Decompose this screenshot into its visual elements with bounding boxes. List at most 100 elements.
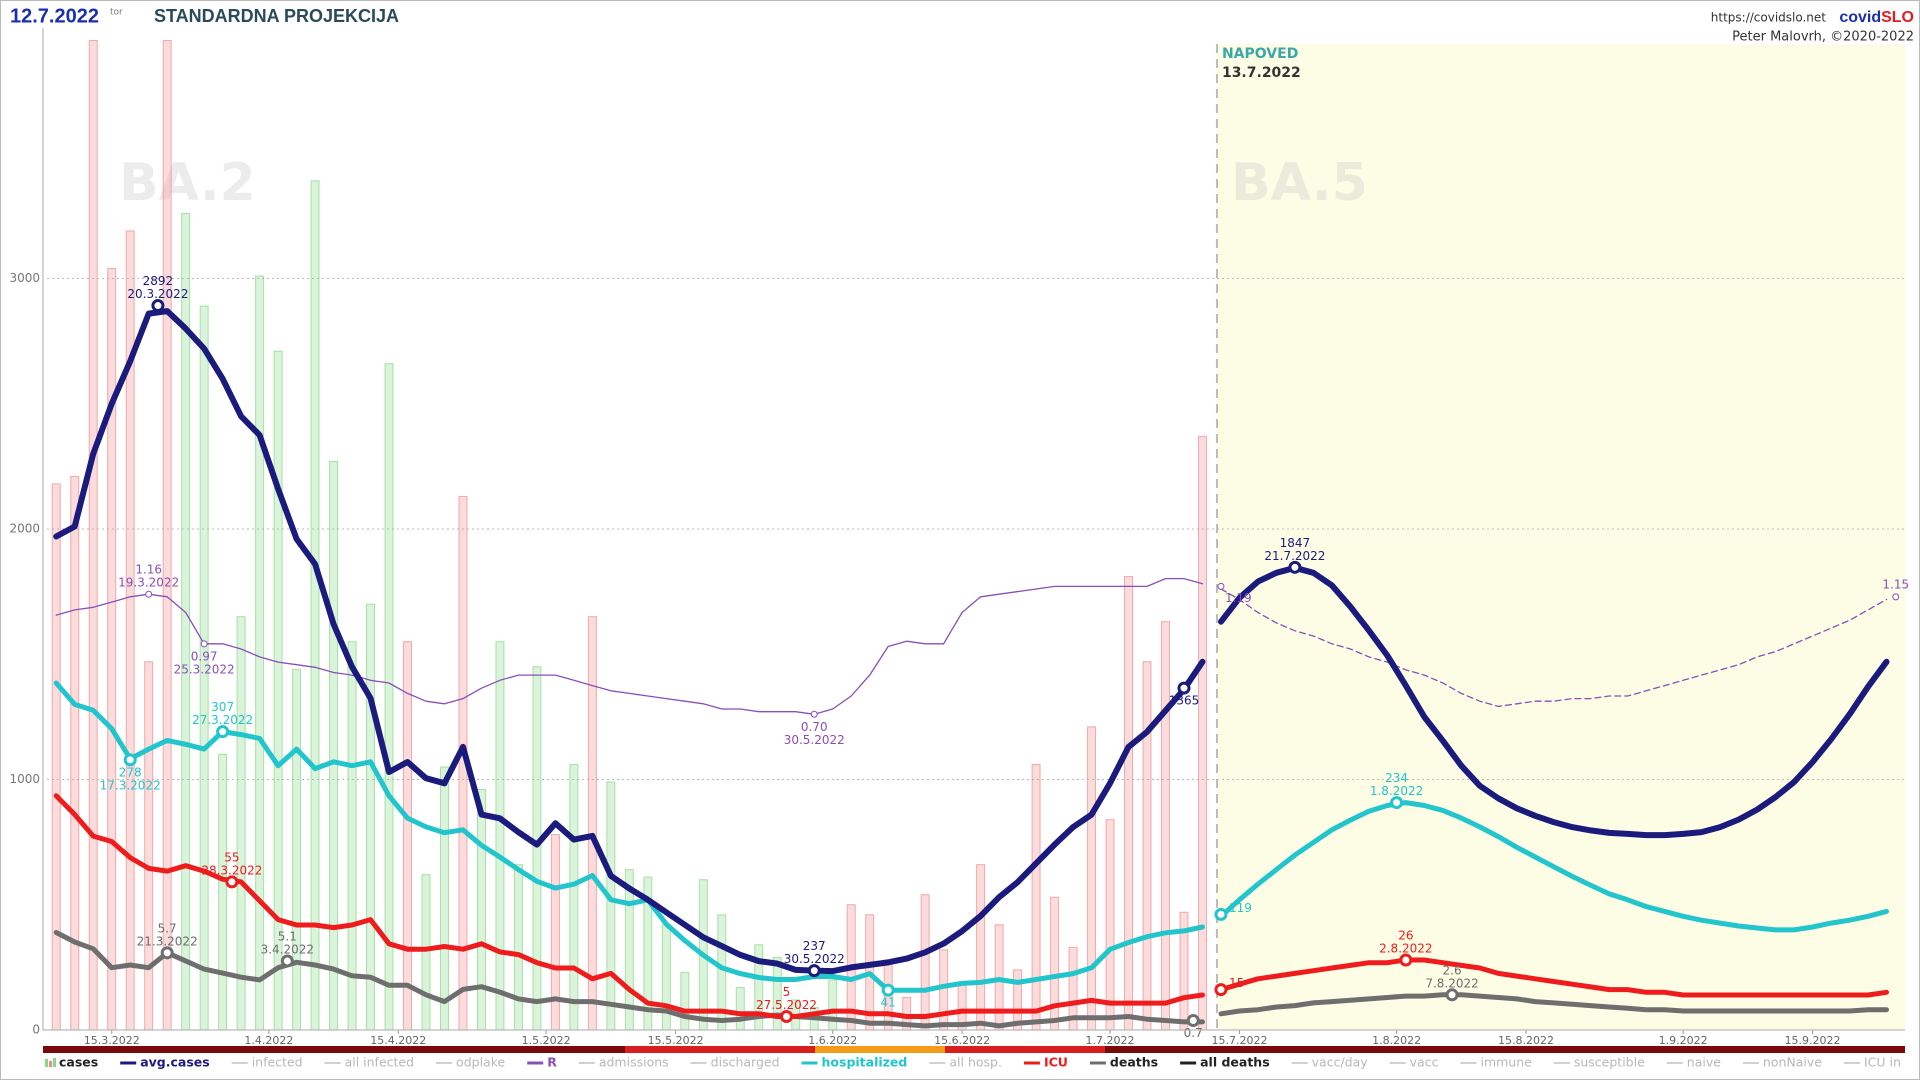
case-bar — [828, 979, 838, 1031]
legend-label: all infected — [345, 1055, 414, 1070]
annotation-marker — [1186, 1014, 1200, 1028]
legend-label: deaths — [1110, 1055, 1158, 1070]
annotation-date: 27.5.2022 — [756, 998, 817, 1012]
x-tick-label: 15.4.2022 — [370, 1034, 426, 1047]
case-bar — [384, 363, 394, 1031]
line-layer — [53, 308, 1890, 1029]
x-tick-label: 1.8.2022 — [1372, 1034, 1421, 1047]
strip-segment — [625, 1046, 815, 1053]
annotation-marker — [280, 954, 294, 968]
weekday: tor — [110, 8, 123, 18]
series-line — [1218, 800, 1889, 933]
legend-label: R — [547, 1055, 557, 1070]
legend-icon — [53, 1058, 56, 1067]
legend-item[interactable]: admissions — [578, 1055, 669, 1070]
annotation-layer: 289220.3.202223730.5.20221365184721.7.20… — [100, 274, 1909, 1040]
case-bar — [1050, 896, 1060, 1031]
annotation-value: 26 — [1398, 928, 1413, 942]
case-bar — [1105, 819, 1115, 1031]
annotation-date: 21.7.2022 — [1264, 549, 1325, 563]
case-bar — [236, 616, 246, 1031]
legend-item[interactable]: naive — [1666, 1055, 1721, 1070]
series-line — [1220, 588, 1888, 708]
annotation-value: 5 — [783, 985, 791, 999]
case-bar — [70, 475, 80, 1031]
y-tick-label: 2000 — [9, 522, 40, 536]
series-line — [1218, 564, 1890, 839]
legend-item[interactable]: vacc — [1389, 1055, 1439, 1070]
annotation-marker — [881, 983, 895, 997]
case-bar — [366, 603, 376, 1031]
annotation-value: 0.7 — [1184, 1026, 1203, 1040]
series-line — [53, 308, 1206, 975]
annotation-date: 30.5.2022 — [784, 733, 845, 747]
strip-segment — [945, 1046, 1105, 1053]
legend-item[interactable]: immune — [1460, 1055, 1532, 1070]
annotation-value: 1.16 — [135, 563, 162, 577]
annotation-date: 19.3.2022 — [118, 576, 179, 590]
case-bar — [939, 949, 949, 1031]
y-tick-label: 3000 — [9, 271, 40, 285]
annotation-date: 1.8.2022 — [1370, 784, 1423, 798]
annotation-marker — [1214, 983, 1228, 997]
annotation-marker — [160, 946, 174, 960]
forecast-label: NAPOVED — [1222, 46, 1298, 62]
legend-item[interactable]: susceptible — [1553, 1055, 1645, 1070]
legend-item[interactable]: cases — [45, 1055, 98, 1070]
legend-item[interactable]: nonNaive — [1742, 1055, 1822, 1070]
case-bar — [218, 753, 228, 1031]
annotation-marker — [1214, 907, 1228, 921]
case-bar — [421, 874, 431, 1031]
legend-item[interactable]: hospitalized — [801, 1055, 908, 1070]
legend-item[interactable]: all hosp. — [929, 1055, 1002, 1070]
x-tick-label: 15.8.2022 — [1498, 1034, 1554, 1047]
background-layer: NAPOVED 13.7.2022 — [1215, 44, 1905, 1030]
annotation-value: 234 — [1385, 771, 1408, 785]
x-tick-label: 15.5.2022 — [648, 1034, 704, 1047]
series-line — [53, 930, 1205, 1029]
annotation-marker — [151, 299, 165, 313]
case-bar — [1031, 763, 1041, 1031]
annotation-date: 30.5.2022 — [784, 952, 845, 966]
series-line — [1218, 957, 1889, 998]
x-tick-label: 15.9.2022 — [1785, 1034, 1841, 1047]
case-bar — [107, 267, 117, 1031]
case-bar — [292, 668, 302, 1031]
legend-label: discharged — [711, 1055, 780, 1070]
legend-item[interactable]: ICU — [1023, 1055, 1068, 1070]
legend-item[interactable]: odplake — [436, 1055, 505, 1070]
case-bar — [495, 641, 505, 1031]
y-tick-label: 0 — [32, 1023, 40, 1037]
annotation-value: 41 — [881, 996, 896, 1010]
annotation-date: 27.3.2022 — [192, 713, 253, 727]
legend-item[interactable]: all deaths — [1180, 1055, 1270, 1070]
case-bar — [255, 275, 265, 1031]
x-tick-label: 15.6.2022 — [934, 1034, 990, 1047]
legend-label: admissions — [599, 1055, 669, 1070]
legend-item[interactable]: infected — [231, 1055, 303, 1070]
x-tick-label: 1.5.2022 — [522, 1034, 571, 1047]
annotation-value: 119 — [1229, 901, 1252, 915]
annotation-date: 17.3.2022 — [100, 778, 161, 792]
legend-item[interactable]: deaths — [1089, 1055, 1158, 1070]
legend-item[interactable]: discharged — [690, 1055, 780, 1070]
author: Peter Malovrh, ©2020-2022 — [1732, 30, 1914, 45]
variant-label: BA.2 — [119, 153, 256, 213]
legend-item[interactable]: all infected — [324, 1055, 414, 1070]
series-line — [1218, 992, 1889, 1017]
annotation-marker — [1177, 681, 1191, 695]
annotation-date: 2.8.2022 — [1379, 941, 1432, 955]
legend-item[interactable]: R — [527, 1055, 557, 1070]
legend-item[interactable]: vacc/day — [1291, 1055, 1369, 1070]
x-tick-label: 15.3.2022 — [84, 1034, 140, 1047]
annotation-date: 25.3.2022 — [174, 662, 235, 676]
legend-item[interactable]: ICU in — [1844, 1055, 1901, 1070]
legend-label: immune — [1480, 1055, 1532, 1070]
annotation-marker — [1390, 796, 1404, 810]
case-bar — [310, 180, 320, 1031]
case-bar — [532, 666, 542, 1031]
annotation-marker — [216, 725, 230, 739]
legend-label: ICU in — [1864, 1055, 1901, 1070]
legend-item[interactable]: avg.cases — [120, 1055, 210, 1070]
